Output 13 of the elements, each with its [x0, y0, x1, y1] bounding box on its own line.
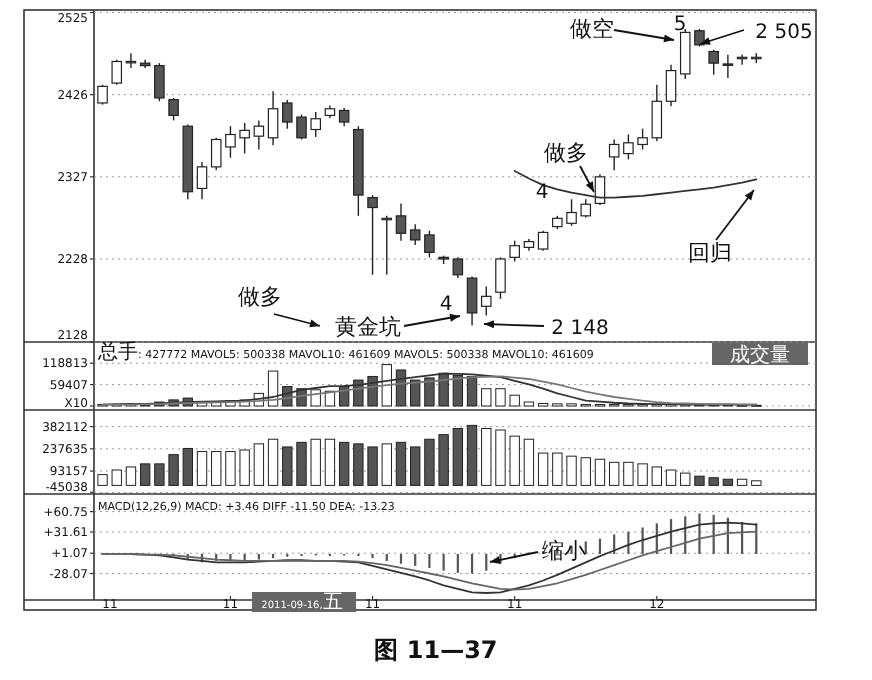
annotation: 4 [439, 294, 453, 316]
annotation: 2 505 [755, 22, 813, 44]
annotation: 4 [535, 182, 549, 204]
annotation: 2 148 [551, 318, 609, 340]
annotation: 缩小 [542, 538, 586, 564]
caption: 图 11—37 [374, 636, 498, 664]
annotation: 做空 [570, 16, 614, 42]
annotation: 做多 [544, 140, 588, 166]
annotation: 黄金坑 [335, 314, 401, 340]
annotation: 回归 [688, 240, 732, 266]
annotation: 5 [673, 14, 687, 36]
annotation: 成交量 [730, 343, 790, 367]
annotation: 做多 [238, 284, 282, 310]
